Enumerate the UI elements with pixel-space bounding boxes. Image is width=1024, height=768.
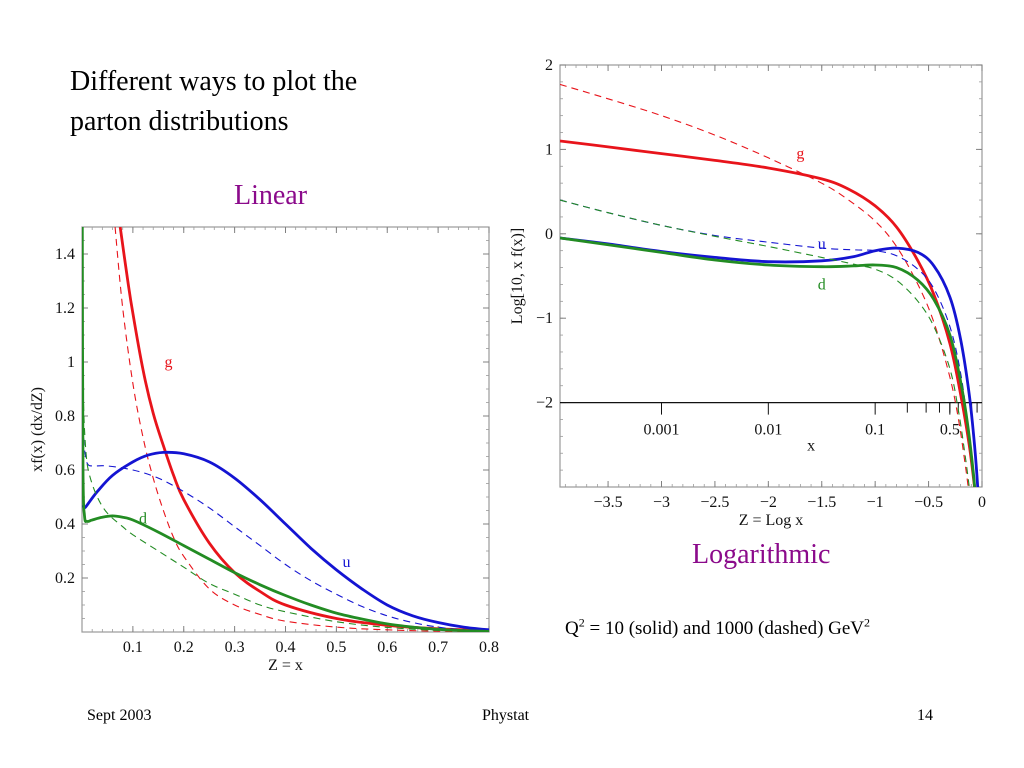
inner-tick-label: 0.01 bbox=[754, 422, 782, 439]
inner-tick-label: 0.1 bbox=[865, 422, 885, 439]
x-tick-label: −3.5 bbox=[594, 494, 623, 511]
y-tick-label: 0.8 bbox=[55, 408, 75, 425]
y-tick-label: 1 bbox=[545, 141, 553, 158]
linear-label: Linear bbox=[234, 180, 308, 211]
series-label-g: g bbox=[164, 354, 172, 371]
x-tick-label: −0.5 bbox=[914, 494, 943, 511]
series-d-solid bbox=[560, 236, 977, 487]
series-u-dashed bbox=[82, 402, 489, 632]
series-d-solid bbox=[82, 227, 489, 632]
series-d-dashed bbox=[560, 199, 970, 487]
plot-frame bbox=[559, 64, 983, 488]
x-axis-label: Z = x bbox=[268, 657, 303, 674]
x-tick-label: −2 bbox=[760, 494, 777, 511]
caption-text: = 10 (solid) and 1000 (dashed) GeV bbox=[584, 618, 865, 639]
series-u-solid bbox=[82, 450, 489, 632]
y-axis-label: Log[10, x f(x)] bbox=[509, 228, 526, 324]
inner-tick-label: 0.001 bbox=[643, 422, 679, 439]
x-tick-label: −1.5 bbox=[807, 494, 836, 511]
caption-q: Q bbox=[565, 618, 579, 639]
slide-title-line-2: parton distributions bbox=[70, 106, 289, 137]
x-tick-label: 0.3 bbox=[225, 639, 245, 656]
caption-q-exponent: 2 bbox=[578, 615, 585, 630]
q2-caption: Q2 = 10 (solid) and 1000 (dashed) GeV2 bbox=[565, 615, 871, 640]
caption-gev-exponent: 2 bbox=[864, 615, 871, 630]
linear-chart: 0.1 0.2 0.3 0.4 0.5 0.6 0.7 0.8 0.2 0.4 0.6 0.8 1 1.2… bbox=[29, 226, 499, 674]
x-tick-label: −3 bbox=[653, 494, 670, 511]
y-tick-label: 0.4 bbox=[55, 516, 75, 533]
series-g-solid bbox=[118, 227, 489, 632]
series-g-dashed bbox=[560, 83, 969, 487]
series-label-g: g bbox=[796, 146, 804, 163]
x-tick-label: 0.1 bbox=[123, 639, 143, 656]
series-label-d: d bbox=[139, 511, 147, 528]
x-axis-label: Z = Log x bbox=[739, 512, 804, 529]
x-tick-label: 0.6 bbox=[377, 639, 397, 656]
series-d-dashed bbox=[82, 307, 489, 632]
inner-tick-label: 0.5 bbox=[940, 422, 960, 439]
series-label-u: u bbox=[818, 236, 826, 253]
inner-x-axis-label: x bbox=[807, 438, 815, 455]
plot-frame bbox=[81, 226, 490, 633]
x-tick-label: 0.7 bbox=[428, 639, 448, 656]
y-tick-label: 1.2 bbox=[55, 300, 75, 317]
series-label-d: d bbox=[818, 276, 826, 293]
x-tick-label: 0 bbox=[978, 494, 986, 511]
y-tick-label: 0.2 bbox=[55, 570, 75, 587]
logarithmic-label: Logarithmic bbox=[692, 539, 831, 570]
series-g-dashed bbox=[114, 227, 489, 632]
y-tick-label: 2 bbox=[545, 57, 553, 74]
x-tick-label: 0.2 bbox=[174, 639, 194, 656]
y-axis-label: xf(x) (dx/dZ) bbox=[29, 387, 46, 472]
y-tick-label: 0.6 bbox=[55, 462, 75, 479]
y-tick-label: −2 bbox=[536, 395, 553, 412]
x-tick-label: 0.4 bbox=[276, 639, 296, 656]
y-tick-label: 0 bbox=[545, 226, 553, 243]
series-label-u: u bbox=[343, 554, 351, 571]
series-g-solid bbox=[560, 139, 976, 487]
series-u-solid bbox=[560, 236, 980, 487]
x-tick-label: −1 bbox=[867, 494, 884, 511]
slide-title: Different ways to plot the parton distri… bbox=[70, 62, 450, 142]
x-tick-label: −2.5 bbox=[700, 494, 729, 511]
y-tick-label: 1 bbox=[67, 354, 75, 371]
footer-event: Phystat bbox=[482, 707, 530, 724]
x-tick-label: 0.8 bbox=[479, 639, 499, 656]
y-tick-label: 1.4 bbox=[55, 246, 75, 263]
footer-page-number: 14 bbox=[917, 707, 933, 724]
slide-title-line-1: Different ways to plot the bbox=[70, 66, 358, 97]
footer-date: Sept 2003 bbox=[87, 707, 152, 724]
x-tick-label: 0.5 bbox=[326, 639, 346, 656]
series-group bbox=[82, 227, 489, 632]
series-group bbox=[560, 83, 980, 487]
y-tick-label: −1 bbox=[536, 310, 553, 327]
